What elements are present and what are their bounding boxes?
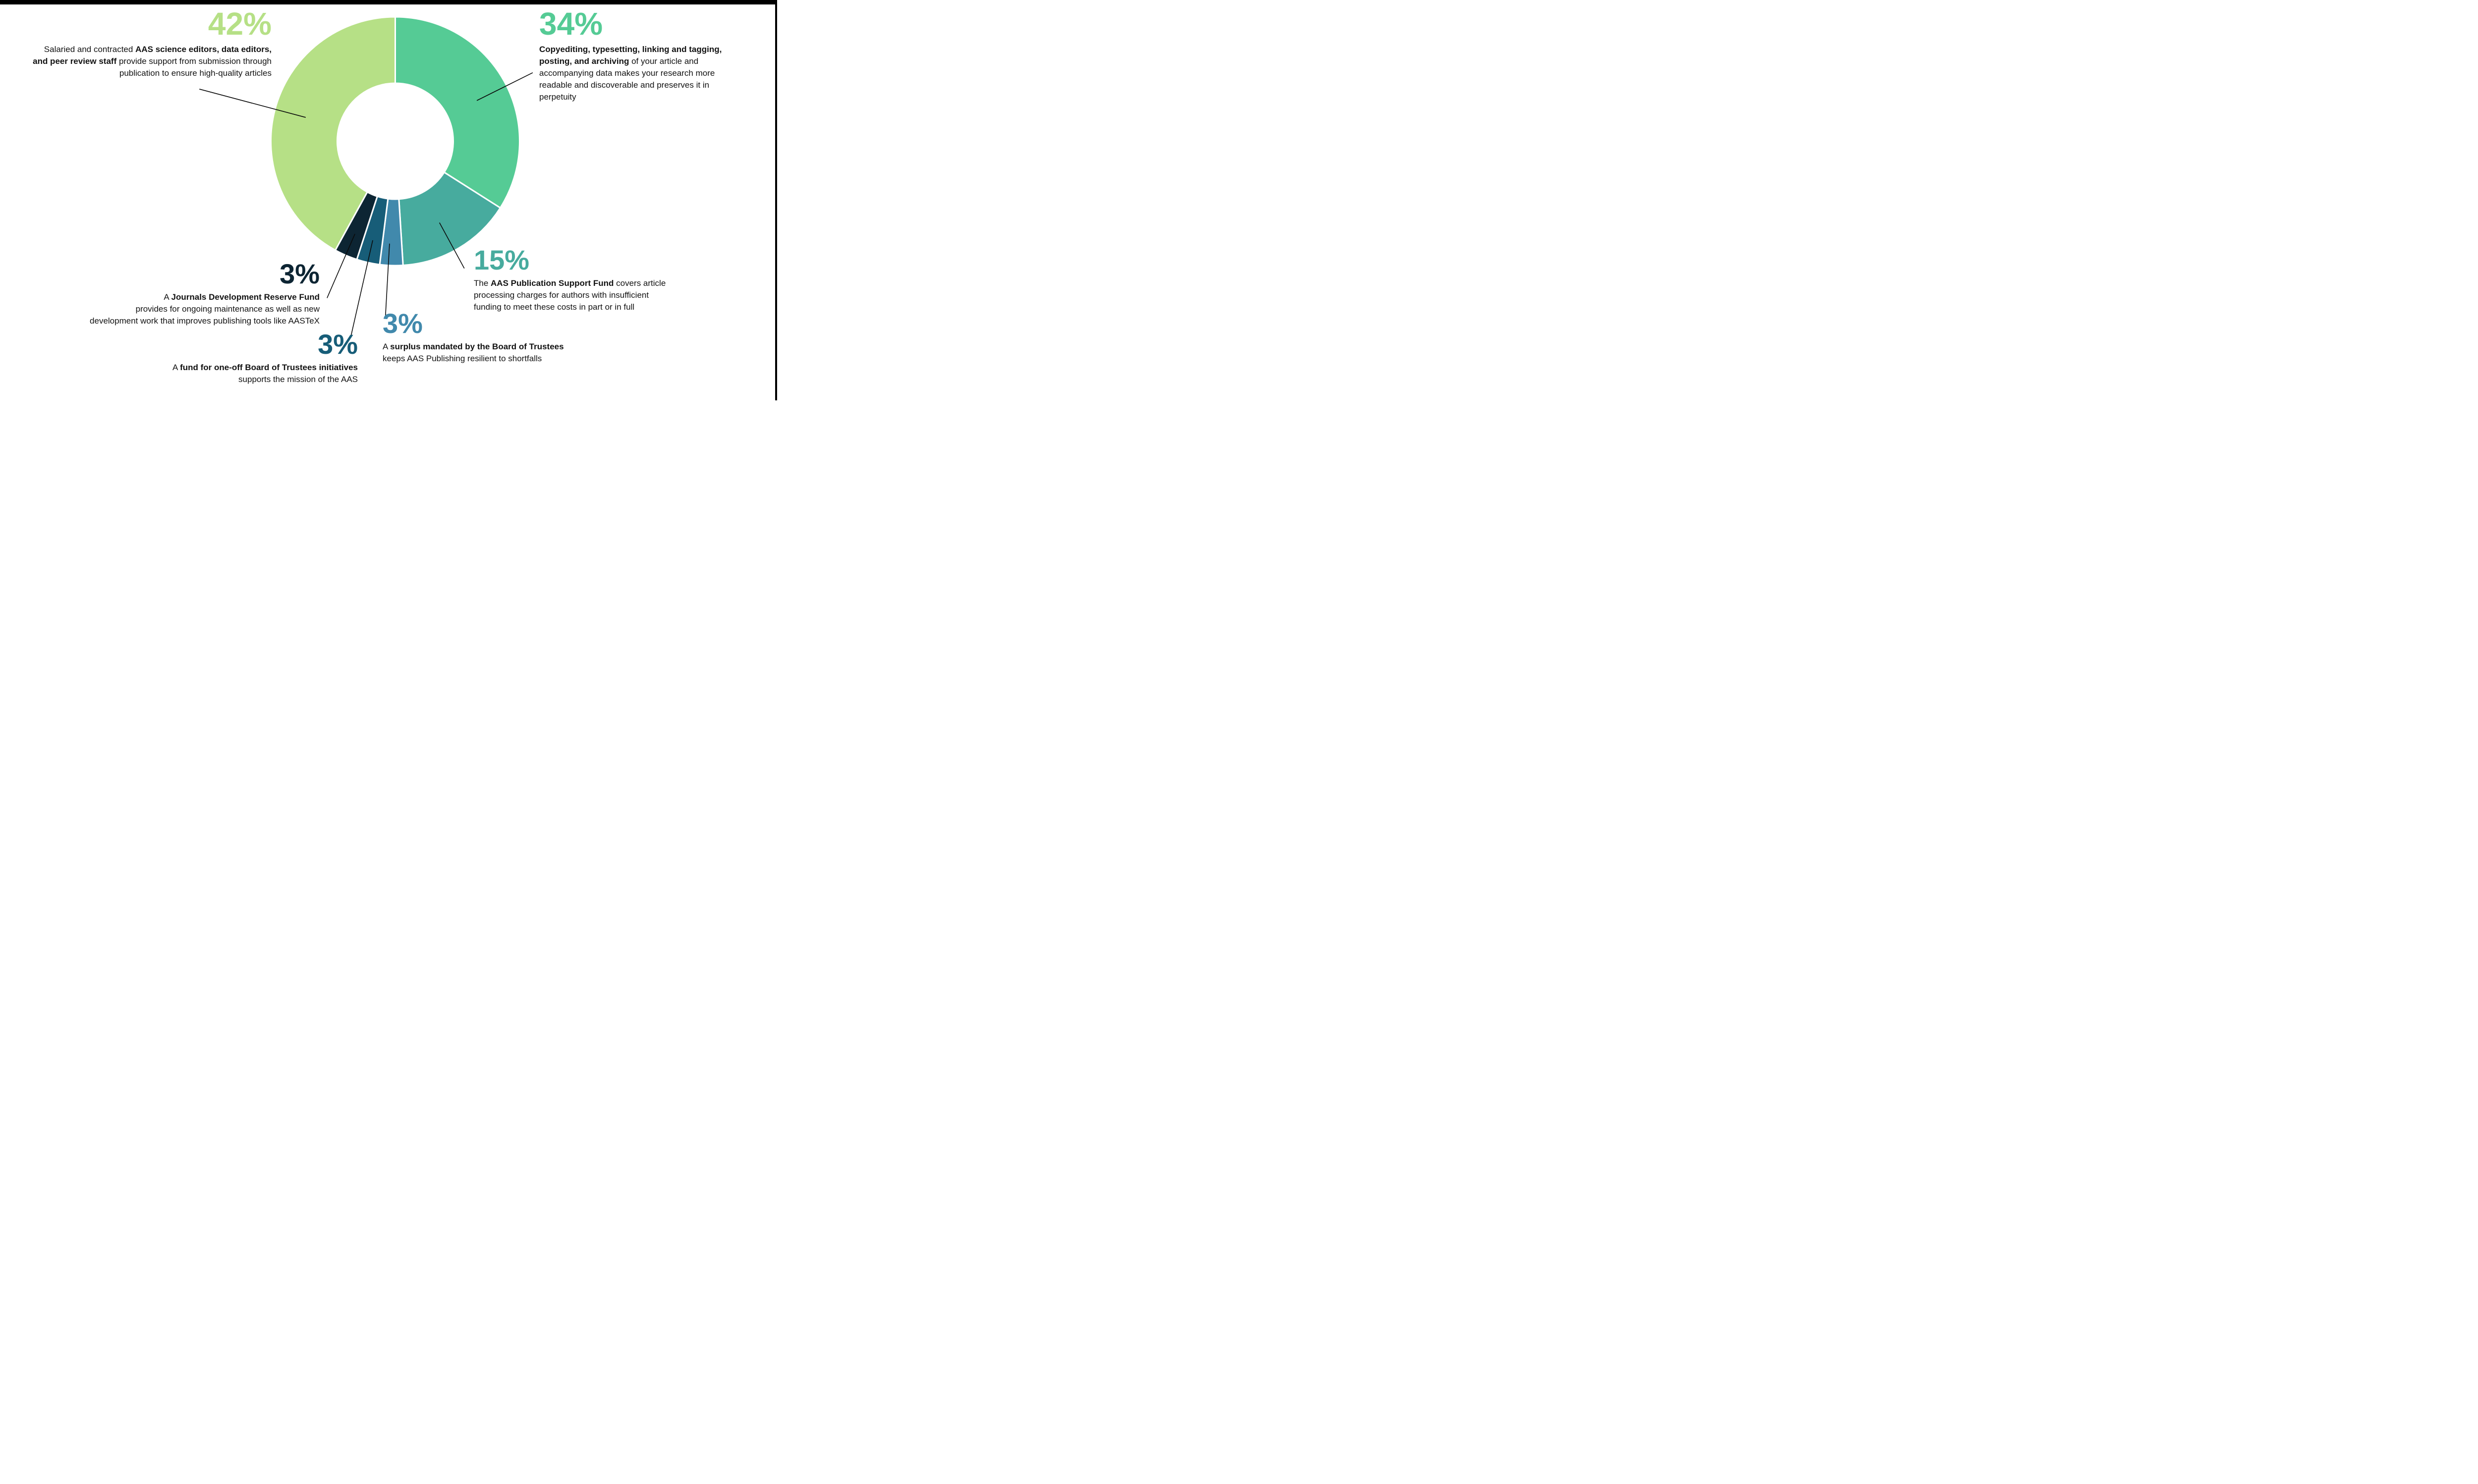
callout-text-surplus: A surplus mandated by the Board of Trust… — [383, 342, 564, 364]
callout-journals-development-reserve: 3% A Journals Development Reserve Fund pr… — [72, 260, 320, 327]
percent-label-production: 34% — [539, 6, 603, 42]
callout-editorial-staff: 42% Salaried and contracted AAS science … — [19, 6, 272, 79]
callout-publication-support-fund: 15% The AAS Publication Support Fund cov… — [474, 246, 682, 313]
slice-publication-support-fund — [398, 171, 501, 267]
callout-text-journals-development-reserve: A Journals Development Reserve Fund provi… — [90, 292, 320, 326]
percent-label-one-off-initiatives-fund: 3% — [318, 329, 358, 360]
leader-line-production — [476, 72, 533, 101]
percent-label-editorial-staff: 42% — [208, 6, 272, 42]
donut-chart — [199, 16, 533, 338]
leader-line-publication-support-fund — [439, 222, 465, 269]
percent-label-journals-development-reserve: 3% — [280, 258, 320, 289]
top-border-bar — [0, 0, 777, 4]
percent-label-publication-support-fund: 15% — [474, 244, 530, 275]
callout-text-editorial-staff: Salaried and contracted AAS science edit… — [33, 45, 272, 78]
right-border-bar — [775, 0, 777, 400]
infographic-stage: 42% Salaried and contracted AAS science … — [0, 0, 777, 400]
leader-line-one-off-initiatives-fund — [350, 240, 373, 338]
callout-surplus: 3% A surplus mandated by the Board of Tr… — [383, 309, 596, 365]
callout-text-production: Copyediting, typesetting, linking and ta… — [539, 45, 722, 102]
slice-editorial-staff — [270, 16, 396, 251]
callout-one-off-initiatives-fund: 3% A fund for one-off Board of Trustees … — [160, 330, 358, 385]
callout-text-publication-support-fund: The AAS Publication Support Fund covers … — [474, 278, 666, 312]
leader-line-surplus — [385, 243, 390, 319]
leader-line-journals-development-reserve — [327, 233, 355, 298]
leader-line-editorial-staff — [199, 89, 306, 118]
slice-production — [394, 16, 520, 209]
callout-production: 34% Copyediting, typesetting, linking an… — [539, 6, 742, 103]
callout-text-one-off-initiatives-fund: A fund for one-off Board of Trustees ini… — [172, 363, 358, 385]
percent-label-surplus: 3% — [383, 308, 423, 339]
